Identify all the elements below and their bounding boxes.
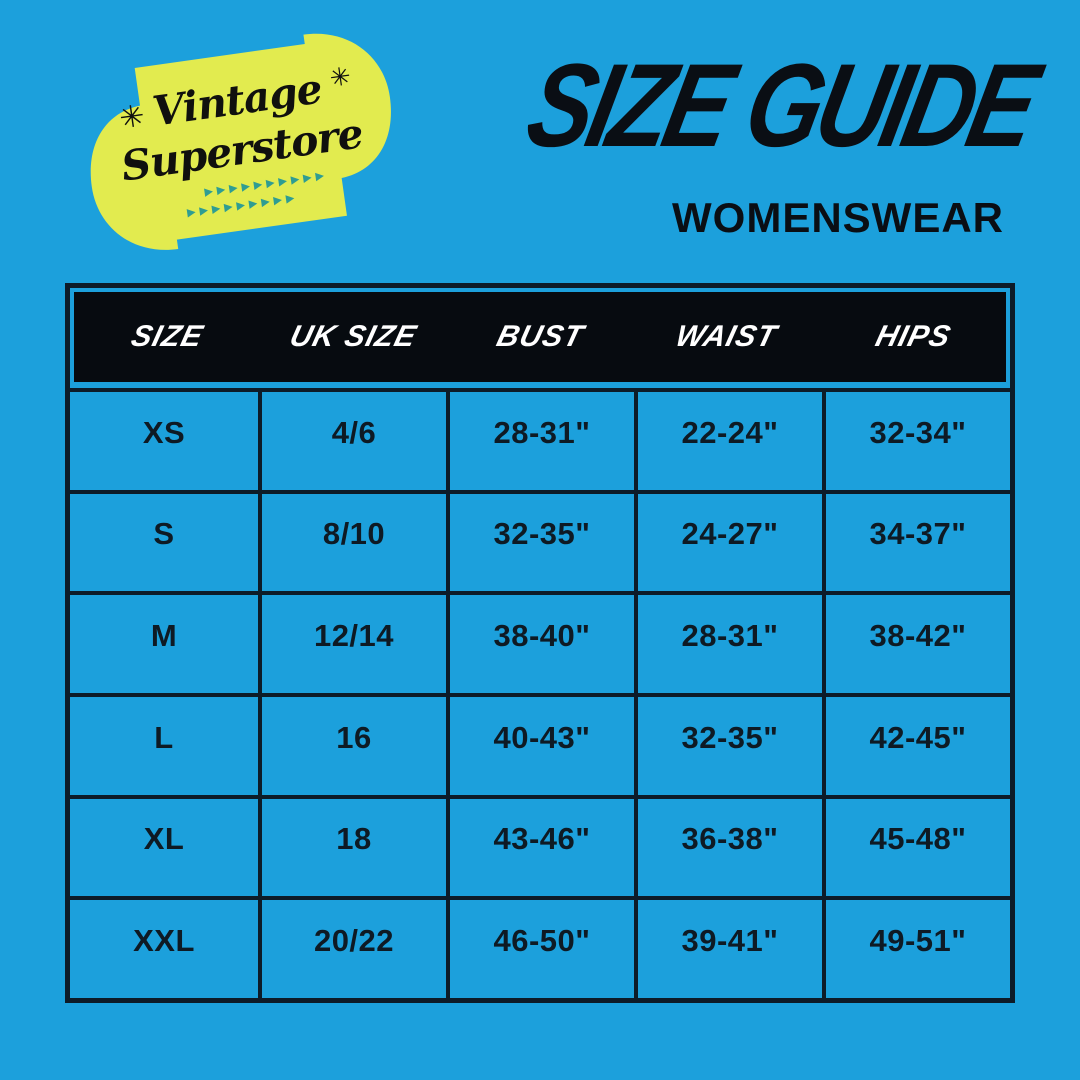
table-cell: 20/22 (258, 896, 446, 998)
table-cell: 8/10 (258, 489, 446, 592)
table-cell: 18 (258, 794, 446, 897)
table-cell: 32-35" (634, 692, 822, 795)
column-header-size: SIZE (127, 320, 207, 353)
table-cell: XL (70, 794, 258, 897)
table-cell: 34-37" (822, 489, 1010, 592)
column-header-waist: WAIST (672, 320, 781, 353)
column-header-uk-size: UK SIZE (286, 320, 421, 353)
table-cell: 22-24" (634, 388, 822, 490)
table-cell: 38-40" (446, 591, 634, 693)
table-cell: 16 (258, 692, 446, 795)
brand-logo-text: ✳Vintage ✳ Superstore ▶▶▶▶▶▶▶▶▶▶ ▶▶▶▶▶▶▶▶… (68, 21, 415, 266)
table-cell: 40-43" (446, 692, 634, 795)
badge-shape-icon (90, 33, 391, 250)
table-cell: 36-38" (634, 794, 822, 897)
table-cell: 28-31" (446, 388, 634, 490)
column-header-hips: HIPS (871, 320, 955, 353)
table-cell: 24-27" (634, 489, 822, 592)
table-cell: 43-46" (446, 794, 634, 897)
table-cell: 4/6 (258, 388, 446, 490)
sparkle-icon: ✳ (117, 98, 146, 137)
title-block: SIZE GUIDE WOMENSWEAR (517, 38, 1045, 242)
sparkle-icon: ✳ (327, 61, 352, 93)
triangle-arrows-icon: ▶▶▶▶▶▶▶▶▶ (186, 190, 300, 220)
size-table: SIZE UK SIZE BUST WAIST HIPS XS 4/6 28-3… (65, 283, 1015, 1003)
table-cell: L (70, 692, 258, 795)
table-body: XS 4/6 28-31" 22-24" 32-34" S 8/10 32-35… (70, 388, 1010, 998)
table-cell: 28-31" (634, 591, 822, 693)
table-cell: 32-34" (822, 388, 1010, 490)
table-cell: XXL (70, 896, 258, 998)
table-cell: XS (70, 388, 258, 490)
table-cell: 49-51" (822, 896, 1010, 998)
table-cell: 12/14 (258, 591, 446, 693)
table-cell: 42-45" (822, 692, 1010, 795)
table-cell: M (70, 591, 258, 693)
brand-logo-badge: ✳Vintage ✳ Superstore ▶▶▶▶▶▶▶▶▶▶ ▶▶▶▶▶▶▶▶… (68, 21, 415, 266)
page-subtitle: WOMENSWEAR (672, 194, 1004, 241)
table-cell: 45-48" (822, 794, 1010, 897)
page-title: SIZE GUIDE (517, 38, 1046, 172)
table-cell: 39-41" (634, 896, 822, 998)
table-cell: 46-50" (446, 896, 634, 998)
column-header-bust: BUST (493, 320, 588, 353)
table-cell: 38-42" (822, 591, 1010, 693)
table-header-row: SIZE UK SIZE BUST WAIST HIPS (74, 292, 1006, 382)
table-cell: S (70, 489, 258, 592)
table-cell: 32-35" (446, 489, 634, 592)
